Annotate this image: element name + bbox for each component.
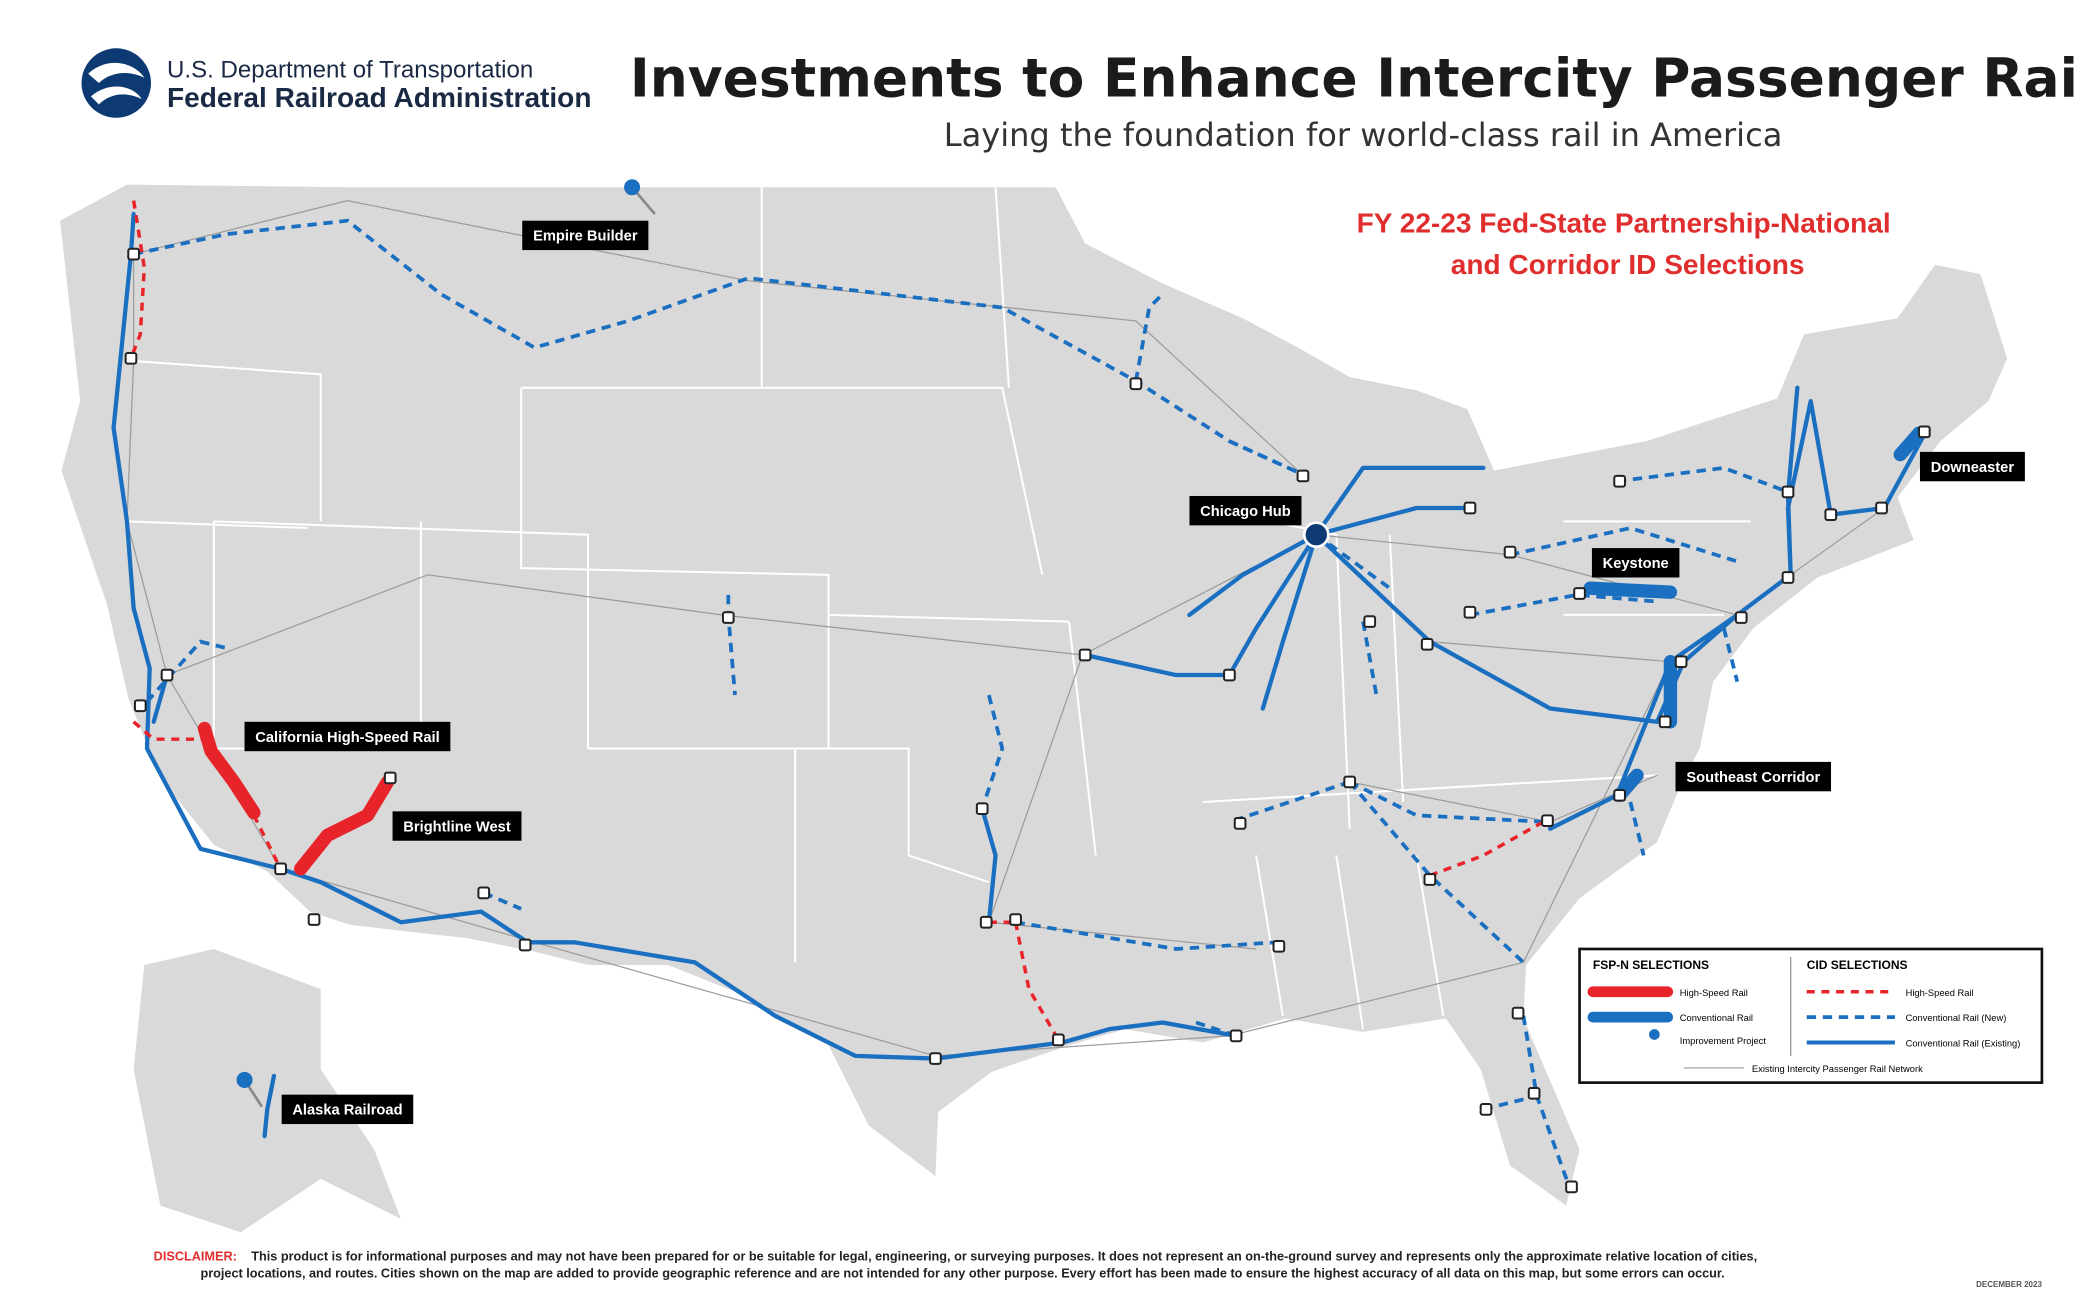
city-marker (477, 886, 491, 900)
city-marker (1527, 1086, 1541, 1100)
cid-new-routes (133, 218, 1789, 1191)
disclaimer-text: This product is for informational purpos… (251, 1249, 1757, 1263)
city-marker (929, 1052, 942, 1065)
city-marker (1363, 615, 1377, 628)
city-marker (1565, 1180, 1578, 1194)
city-marker (274, 862, 287, 876)
city-marker (1573, 587, 1586, 600)
disclaimer-text: project locations, and routes. Cities sh… (200, 1267, 1724, 1281)
legend-heading: CID SELECTIONS (1807, 958, 1908, 972)
city-marker (518, 938, 532, 952)
legend-heading: FSP-N SELECTIONS (1593, 958, 1709, 972)
map-heading: and Corridor ID Selections (1451, 249, 1805, 280)
city-marker (1052, 1033, 1065, 1047)
subtitle: Laying the foundation for world-class ra… (944, 116, 1783, 154)
city-marker (1824, 508, 1838, 522)
city-markers (124, 247, 1931, 1194)
city-marker (1463, 605, 1477, 619)
label-box (1675, 761, 1832, 792)
city-marker (1233, 817, 1247, 830)
city-marker (1229, 1029, 1243, 1043)
city-marker (1658, 715, 1672, 729)
alaska-route (262, 1073, 277, 1139)
city-marker (1781, 485, 1795, 499)
legend-item: Conventional Rail (Existing) (1906, 1039, 2021, 1049)
map-heading: FY 22-23 Fed-State Partnership-National (1357, 208, 1891, 239)
legend-item: Improvement Project (1680, 1036, 1767, 1046)
city-marker (1674, 655, 1688, 669)
route-label: Brightline West (403, 819, 511, 835)
city-marker (1078, 648, 1092, 662)
label-box (244, 721, 451, 752)
city-marker (1463, 501, 1477, 515)
city-marker (1734, 611, 1748, 624)
label-box (1591, 548, 1680, 578)
city-marker (1875, 501, 1888, 515)
route-label: Southeast Corridor (1686, 770, 1820, 786)
city-marker (1223, 668, 1236, 682)
date-stamp: DECEMBER 2023 (1976, 1280, 2042, 1289)
label-box (392, 811, 522, 841)
title: Investments to Enhance Intercity Passeng… (630, 46, 2082, 109)
city-marker (1503, 545, 1517, 559)
improvement-pin (624, 179, 656, 215)
city-marker (383, 771, 397, 785)
legend-item: Conventional Rail (1680, 1013, 1753, 1023)
dot-logo (81, 48, 152, 118)
fsp-routes (197, 426, 1926, 876)
city-marker (979, 915, 993, 929)
city-marker (1917, 425, 1931, 439)
legend-item: Conventional Rail (New) (1906, 1013, 2007, 1023)
label-box (281, 1094, 414, 1125)
city-marker (721, 611, 735, 624)
city-marker (1781, 571, 1795, 584)
city-marker (975, 802, 989, 816)
city-marker (1613, 788, 1626, 802)
legend-item: Existing Intercity Passenger Rail Networ… (1752, 1064, 1923, 1074)
legend-item: High-Speed Rail (1680, 988, 1748, 998)
label-box (1919, 451, 2025, 482)
route-label: California High-Speed Rail (255, 730, 439, 746)
chicago-hub-marker (1302, 521, 1330, 549)
city-marker (1479, 1102, 1493, 1116)
city-marker (1296, 469, 1310, 483)
city-marker (1129, 377, 1143, 391)
city-marker (133, 699, 147, 713)
cid-high-speed-routes (129, 200, 1551, 1041)
city-marker (307, 913, 321, 926)
city-marker (160, 668, 174, 682)
legend: FSP-N SELECTIONS CID SELECTIONS High-Spe… (1578, 947, 2044, 1084)
label-box (522, 220, 649, 251)
city-marker (127, 247, 140, 261)
city-marker (1009, 913, 1022, 926)
disclaimer-label: DISCLAIMER: (154, 1249, 237, 1263)
city-marker (1272, 939, 1286, 953)
route-label: Downeaster (1931, 460, 2015, 476)
route-label: Empire Builder (533, 229, 638, 245)
city-marker (1541, 814, 1554, 828)
org-line: U.S. Department of Transportation (167, 57, 533, 84)
city-marker (1343, 775, 1357, 789)
org-line: Federal Railroad Administration (167, 82, 591, 113)
city-marker (1423, 873, 1437, 886)
route-labels: Empire Builder Chicago Hub Keystone Downeas… (244, 220, 2025, 1125)
legend-item: High-Speed Rail (1906, 988, 1974, 998)
route-label: Chicago Hub (1200, 504, 1291, 520)
city-marker (1420, 637, 1434, 651)
route-label: Alaska Railroad (292, 1103, 402, 1119)
city-marker (1511, 1006, 1525, 1020)
alaska-landmass (133, 948, 401, 1233)
label-box (1189, 495, 1302, 526)
route-label: Keystone (1603, 556, 1669, 572)
improvement-pin (236, 1071, 264, 1108)
city-marker (1613, 474, 1626, 488)
us-landmass (60, 184, 2008, 1206)
city-marker (124, 351, 138, 365)
